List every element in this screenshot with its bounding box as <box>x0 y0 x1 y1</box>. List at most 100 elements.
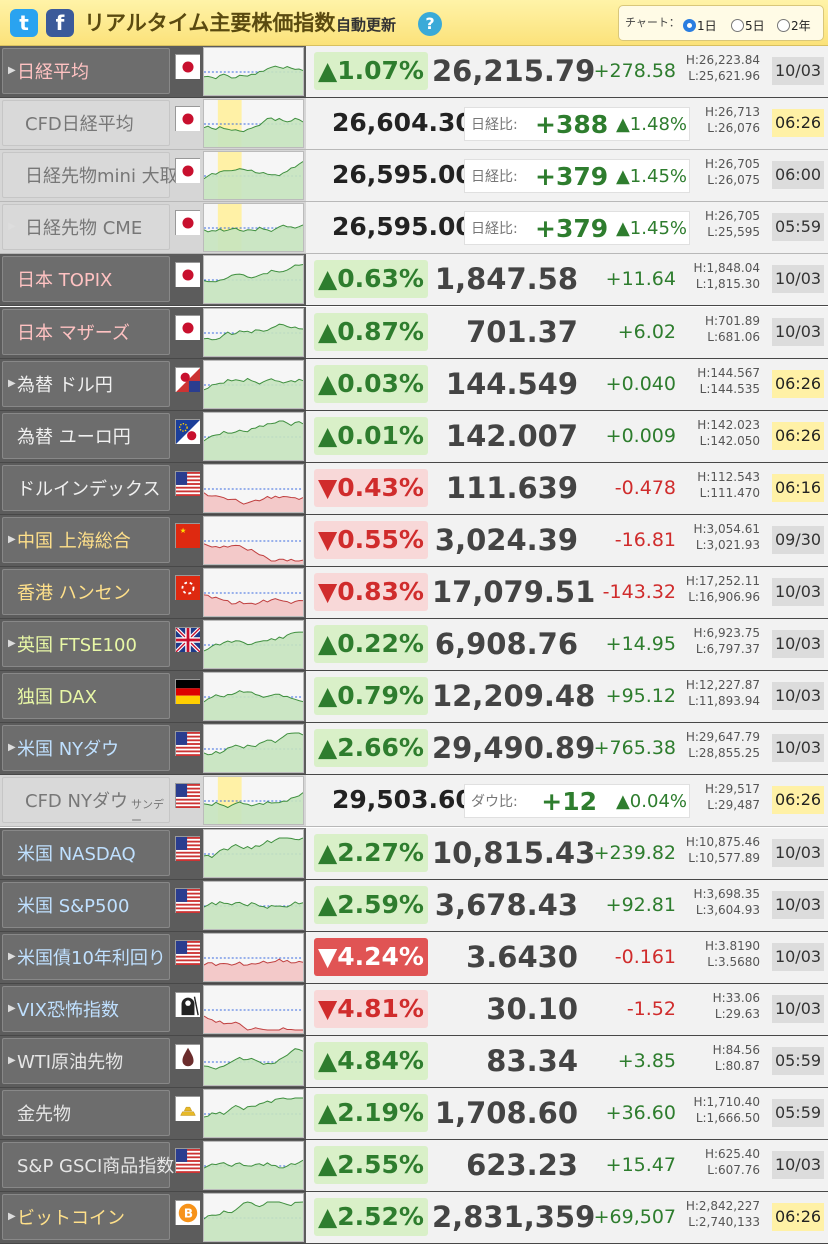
row-name-button[interactable]: 独国 DAX <box>2 673 170 720</box>
mini-chart[interactable] <box>203 359 304 409</box>
mini-chart[interactable] <box>203 776 304 826</box>
radio-icon[interactable] <box>683 19 696 32</box>
mini-chart[interactable] <box>203 1089 304 1138</box>
mini-chart[interactable] <box>203 568 304 617</box>
row-name-button[interactable]: S&P GSCI商品指数 <box>2 1142 174 1189</box>
market-row[interactable]: 金先物 ▲2.19% 1,708.60 +36.60 H:1,710.40 L:1,666… <box>0 1088 828 1140</box>
market-row[interactable]: S&P GSCI商品指数 ▲2.55% 623.23 +15.47 H:625.40 L:… <box>0 1140 828 1193</box>
update-time: 10/03 <box>772 682 824 711</box>
mini-chart[interactable] <box>203 932 304 982</box>
expand-arrow-icon[interactable]: ▶ <box>8 1054 16 1066</box>
market-row[interactable]: 日本 TOPIX ▲0.63% 1,847.58 +11.64 H:1,848.04 L:… <box>0 254 828 307</box>
percent-change-badge: ▼0.43% <box>314 468 428 507</box>
mini-chart[interactable] <box>203 463 304 513</box>
radio-icon[interactable] <box>731 19 744 32</box>
price: 3.6430 <box>466 939 578 974</box>
market-row[interactable]: ▶ 為替 ドル円 ▲0.03% 144.549 +0.040 H:144.567 L:144… <box>0 358 828 411</box>
row-name-button[interactable]: 金先物 <box>2 1090 170 1136</box>
row-name-button[interactable]: ▶ 中国 上海総合 <box>2 516 170 563</box>
mini-chart[interactable] <box>203 411 304 461</box>
row-name-button[interactable]: ▶ 日経平均 <box>2 48 170 94</box>
expand-arrow-icon[interactable]: ▶ <box>8 1211 16 1223</box>
row-name-button[interactable]: 日本 マザーズ <box>2 308 170 355</box>
market-row[interactable]: ▶ 日経先物 CME 26,595.00 日経比: +379 ▲1.45% H:26,705… <box>0 202 828 255</box>
mini-chart[interactable] <box>203 255 304 305</box>
expand-arrow-icon[interactable]: ▶ <box>8 221 16 233</box>
radio-icon[interactable] <box>777 19 790 32</box>
expand-arrow-icon[interactable]: ▶ <box>8 377 16 389</box>
mini-chart[interactable] <box>203 672 304 722</box>
market-row[interactable]: ▶ 日経平均 ▲1.07% 26,215.79 +278.58 H:26,223.84 L:… <box>0 46 828 98</box>
expand-arrow-icon[interactable]: ▶ <box>8 638 16 650</box>
high-value: H:29,517 <box>704 782 760 797</box>
row-name-button[interactable]: 日本 TOPIX <box>2 256 170 303</box>
mini-chart[interactable] <box>203 151 304 201</box>
market-row[interactable]: ▶ 米国債10年利回り ▼4.24% 3.6430 -0.161 H:3.8190 L:3.… <box>0 931 828 984</box>
row-name-button[interactable]: 為替 ユーロ円 <box>2 412 170 459</box>
expand-arrow-icon[interactable]: ▶ <box>8 65 16 76</box>
net-change: +278.58 <box>593 60 676 82</box>
expand-arrow-icon[interactable]: ▶ <box>8 950 16 962</box>
mini-chart[interactable] <box>203 99 304 149</box>
facebook-icon[interactable]: f <box>46 9 74 37</box>
mini-chart[interactable] <box>203 880 304 930</box>
market-row[interactable]: ドルインデックス ▼0.43% 111.639 -0.478 H:112.543 L:11… <box>0 462 828 515</box>
mini-chart[interactable] <box>203 828 304 878</box>
market-row[interactable]: ▶ VIX恐怖指数 ▼4.81% 30.10 -1.52 H:33.06 L:29.63 10… <box>0 983 828 1036</box>
market-row[interactable]: ▶ 中国 上海総合 ★ ▼0.55% 3,024.39 -16.81 H:3,054.61 L… <box>0 514 828 567</box>
mini-chart[interactable] <box>203 307 304 357</box>
row-name-button[interactable]: CFD NYダウ サンデー <box>2 777 170 827</box>
row-name-button[interactable]: ▶ VIX恐怖指数 <box>2 985 170 1032</box>
mini-chart[interactable] <box>203 1141 304 1191</box>
market-row[interactable]: 米国 NASDAQ ▲2.27% 10,815.43 +239.82 H:10,875.… <box>0 827 828 880</box>
market-row[interactable]: CFD日経平均 26,604.30 日経比: +388 ▲1.48% H:26,713 L:… <box>0 98 828 151</box>
quote-panel: ▲4.84% 83.34 +3.85 H:84.56 L:80.87 05:59 <box>306 1035 828 1087</box>
price: 29,503.60 <box>332 785 473 815</box>
market-row[interactable]: 独国 DAX ▲0.79% 12,209.48 +95.12 H:12,227.87 L:… <box>0 671 828 724</box>
row-name-button[interactable]: CFD日経平均 <box>2 100 170 147</box>
market-row[interactable]: 日経先物mini 大取 26,595.00 日経比: +379 ▲1.45% H:26,7… <box>0 150 828 203</box>
market-row[interactable]: ▶ ビットコイン B ▲2.52% 2,831,359 +69,507 H:2,842,22… <box>0 1192 828 1244</box>
price: 623.23 <box>466 1148 578 1183</box>
mini-chart[interactable] <box>203 984 304 1034</box>
market-row[interactable]: 為替 ユーロ円 ▲0.01% 142.007 +0.009 H:142.023 L:142… <box>0 410 828 463</box>
page-title: リアルタイム主要株価指数 <box>84 11 336 35</box>
chart-option-2y[interactable]: 2年 <box>777 18 811 34</box>
row-name-button[interactable]: ドルインデックス <box>2 464 170 511</box>
market-row[interactable]: ▶ 米国 NYダウ ▲2.66% 29,490.89 +765.38 H:29,647.7… <box>0 723 828 776</box>
row-name-button[interactable]: ▶ 米国 NYダウ <box>2 725 170 772</box>
row-name-button[interactable]: 日経先物mini 大取 <box>2 152 178 199</box>
row-name-button[interactable]: 米国 S&P500 <box>2 881 170 928</box>
market-row[interactable]: ▶ WTI原油先物 ▲4.84% 83.34 +3.85 H:84.56 L:80.87 05… <box>0 1035 828 1088</box>
mini-chart[interactable] <box>203 47 304 96</box>
expand-arrow-icon[interactable]: ▶ <box>8 533 16 545</box>
low-value: L:607.76 <box>707 1163 760 1178</box>
mini-chart[interactable] <box>203 203 304 253</box>
twitter-icon[interactable]: t <box>10 9 38 37</box>
row-name-button[interactable]: 米国 NASDAQ <box>2 829 170 876</box>
row-name-button[interactable]: ▶ 英国 FTSE100 <box>2 621 170 668</box>
row-name-button[interactable]: 香港 ハンセン <box>2 569 170 615</box>
market-row[interactable]: CFD NYダウ サンデー 29,503.60 ダウ比: +12 ▲0.04% H:29,5… <box>0 775 828 828</box>
market-row[interactable]: 日本 マザーズ ▲0.87% 701.37 +6.02 H:701.89 L:681.06… <box>0 306 828 359</box>
row-name-button[interactable]: ▶ ビットコイン <box>2 1194 170 1241</box>
help-icon[interactable]: ? <box>418 12 442 36</box>
chart-option-1d[interactable]: 1日 <box>683 18 717 34</box>
mini-chart[interactable] <box>203 1036 304 1086</box>
expand-arrow-icon[interactable]: ▶ <box>8 1002 16 1014</box>
row-name-button[interactable]: ▶ 為替 ドル円 <box>2 360 170 407</box>
mini-chart[interactable] <box>203 724 304 774</box>
mini-chart[interactable] <box>203 515 304 565</box>
row-name-button[interactable]: ▶ WTI原油先物 <box>2 1037 170 1084</box>
row-name-button[interactable]: ▶ 日経先物 CME <box>2 204 170 251</box>
chart-option-5d[interactable]: 5日 <box>731 18 765 34</box>
net-change: -0.161 <box>614 945 676 968</box>
expand-arrow-icon[interactable]: ▶ <box>8 742 16 754</box>
market-row[interactable]: 米国 S&P500 ▲2.59% 3,678.43 +92.81 H:3,698.35 L… <box>0 879 828 932</box>
market-row[interactable]: ▶ 英国 FTSE100 ▲0.22% 6,908.76 +14.95 H:6,923.7… <box>0 619 828 672</box>
mini-chart[interactable] <box>203 620 304 670</box>
comparison-box: 日経比: +379 ▲1.45% <box>464 211 690 246</box>
mini-chart[interactable] <box>203 1193 304 1243</box>
market-row[interactable]: 香港 ハンセン ▼0.83% 17,079.51 -143.32 H:17,252.11… <box>0 567 828 619</box>
row-name-button[interactable]: ▶ 米国債10年利回り <box>2 933 170 980</box>
